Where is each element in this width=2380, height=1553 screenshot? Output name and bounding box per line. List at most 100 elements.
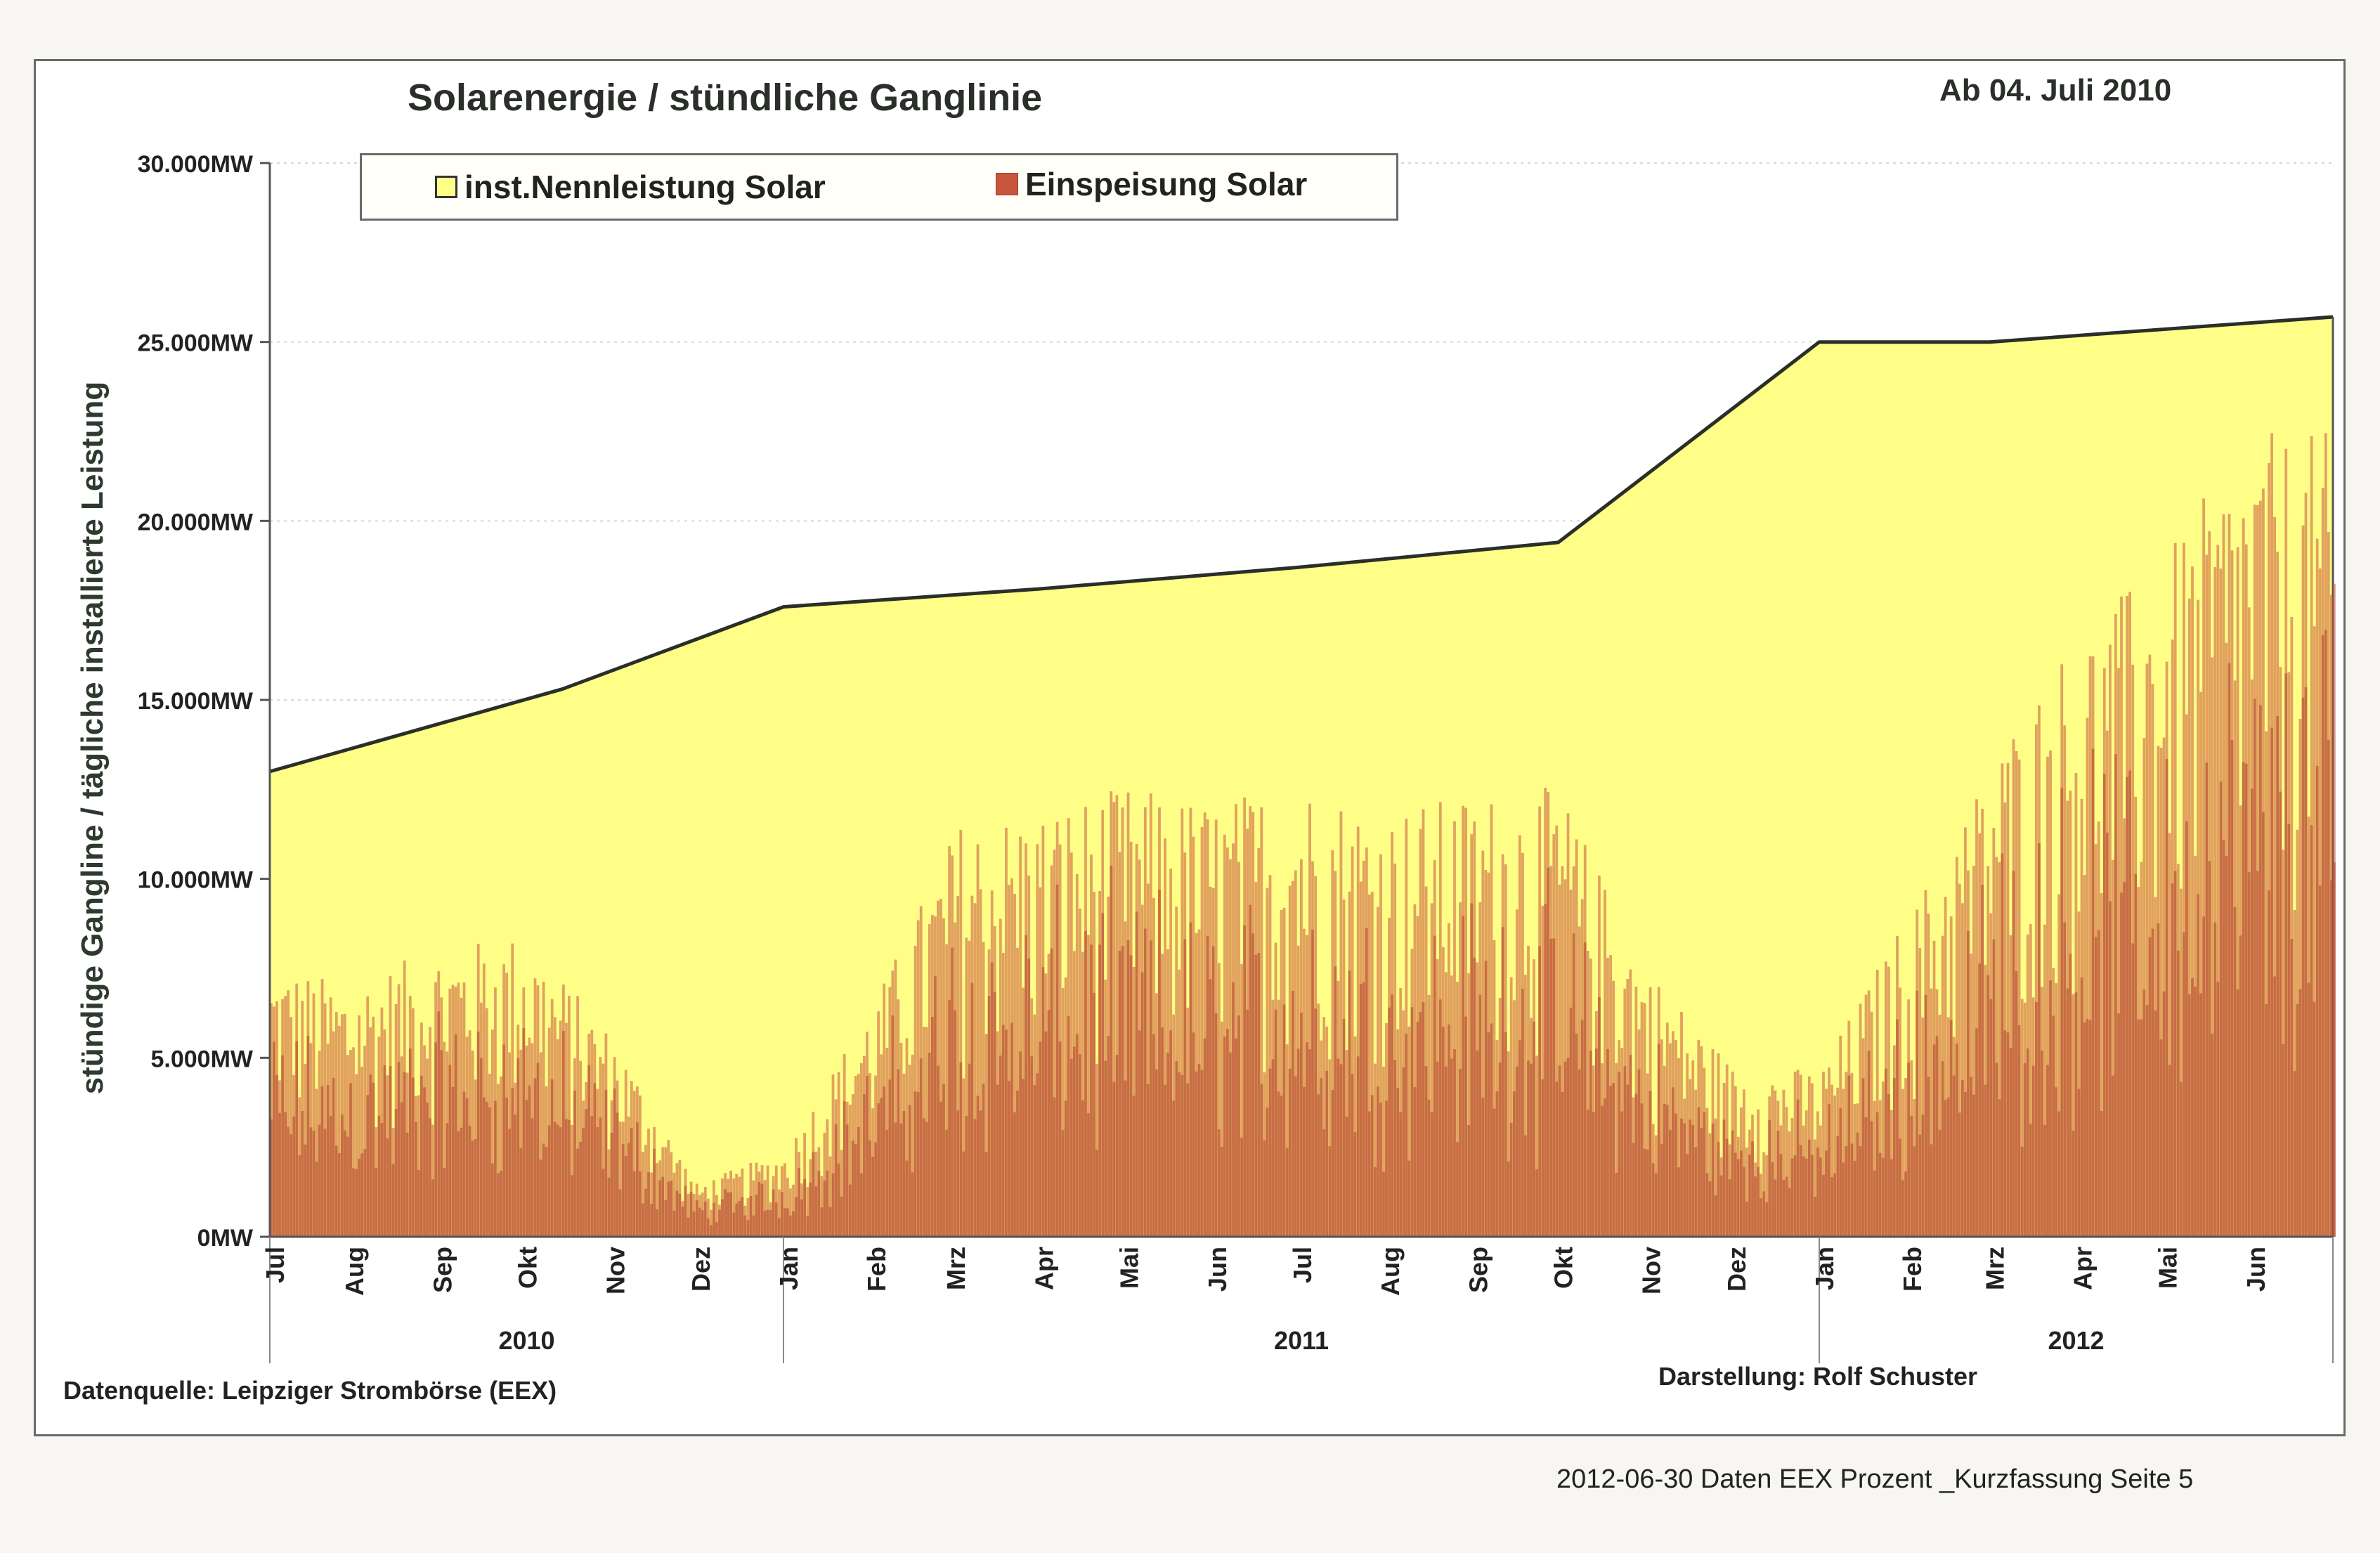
feedin-bar bbox=[1282, 1004, 1286, 1237]
feedin-bar bbox=[942, 1084, 945, 1237]
feedin-bar bbox=[1030, 1056, 1034, 1237]
feedin-bar bbox=[505, 1097, 508, 1237]
feedin-bar bbox=[2145, 1005, 2149, 1237]
feedin-bar bbox=[1975, 799, 1978, 1237]
feedin-bar bbox=[687, 1193, 690, 1237]
feedin-bar bbox=[658, 1180, 662, 1237]
feedin-bar bbox=[962, 1151, 965, 1237]
feedin-bar bbox=[562, 1031, 565, 1237]
feedin-bar bbox=[639, 1096, 642, 1237]
feedin-bar bbox=[1825, 1150, 1828, 1237]
feedin-bar bbox=[278, 1112, 281, 1237]
feedin-bar bbox=[576, 1148, 579, 1237]
feedin-bar bbox=[718, 1209, 721, 1237]
feedin-bar bbox=[939, 898, 942, 1237]
feedin-bar bbox=[1609, 1086, 1612, 1237]
feedin-bar bbox=[2239, 935, 2242, 1237]
feedin-bar bbox=[624, 1155, 627, 1237]
feedin-bar bbox=[1303, 928, 1306, 1237]
feedin-bar bbox=[471, 1141, 474, 1237]
feedin-bar bbox=[1473, 957, 1476, 1237]
x-year-label: 2010 bbox=[498, 1326, 554, 1355]
feedin-bar bbox=[1972, 1094, 1975, 1237]
feedin-bar bbox=[1115, 795, 1119, 1237]
feedin-bar bbox=[2094, 937, 2098, 1237]
feedin-bar bbox=[1356, 826, 1360, 1237]
feedin-bar bbox=[937, 1065, 939, 1237]
feedin-bar bbox=[1765, 1155, 1769, 1237]
feedin-bar bbox=[2088, 1020, 2092, 1237]
feedin-bar bbox=[1893, 1078, 1896, 1237]
feedin-bar bbox=[1807, 1139, 1811, 1237]
feedin-bar bbox=[2083, 1022, 2086, 1237]
feedin-bar bbox=[1524, 975, 1527, 1237]
feedin-bar bbox=[1796, 1099, 1800, 1237]
feedin-bar bbox=[582, 1128, 585, 1237]
feedin-bar bbox=[1788, 1131, 1791, 1237]
feedin-bar bbox=[1535, 1055, 1538, 1237]
feedin-bar bbox=[1930, 988, 1933, 1237]
feedin-bar bbox=[2222, 840, 2225, 1237]
feedin-bar bbox=[2279, 791, 2282, 1237]
feedin-bar bbox=[2321, 635, 2324, 1237]
x-tick-label: Jul bbox=[1288, 1247, 1317, 1283]
feedin-bar bbox=[1453, 821, 1456, 1237]
source-note: Datenquelle: Leipziger Strombörse (EEX) bbox=[63, 1376, 557, 1405]
feedin-bar bbox=[738, 1200, 741, 1237]
feedin-bar bbox=[1814, 1197, 1816, 1237]
feedin-bar bbox=[760, 1183, 764, 1237]
feedin-bar bbox=[1634, 1093, 1638, 1237]
feedin-bar bbox=[1149, 940, 1152, 1237]
feedin-bar bbox=[349, 1083, 352, 1237]
feedin-bar bbox=[2282, 850, 2285, 1237]
feedin-bar bbox=[2205, 762, 2209, 1237]
feedin-bar bbox=[2284, 673, 2288, 1237]
feedin-bar bbox=[1200, 826, 1204, 1237]
feedin-bar bbox=[860, 1063, 863, 1237]
feedin-bar bbox=[729, 1192, 732, 1237]
x-tick-label: Jul bbox=[261, 1247, 290, 1283]
feedin-bar bbox=[1433, 935, 1436, 1237]
feedin-bar bbox=[777, 1218, 781, 1237]
feedin-bar bbox=[812, 1152, 815, 1237]
feedin-bar bbox=[2247, 872, 2251, 1237]
feedin-bar bbox=[2077, 1089, 2081, 1237]
feedin-bar bbox=[1294, 870, 1297, 1237]
feedin-bar bbox=[1989, 999, 1993, 1237]
feedin-bar bbox=[710, 1209, 713, 1237]
feedin-bar bbox=[454, 1034, 457, 1237]
feedin-bar bbox=[1367, 1111, 1371, 1237]
feedin-bar bbox=[1719, 1175, 1723, 1237]
feedin-bar bbox=[568, 1119, 571, 1237]
feedin-bar bbox=[1762, 1191, 1766, 1237]
feedin-bar bbox=[2157, 923, 2160, 1237]
feedin-bar bbox=[502, 1044, 505, 1237]
feedin-bar bbox=[1918, 948, 1922, 1237]
feedin-bar bbox=[1005, 1029, 1008, 1237]
feedin-bar bbox=[1107, 1036, 1110, 1237]
feedin-bar bbox=[460, 1127, 463, 1237]
feedin-bar bbox=[1927, 1077, 1930, 1237]
feedin-bar bbox=[1816, 1148, 1819, 1237]
feedin-bar bbox=[590, 1116, 594, 1237]
feedin-bar bbox=[360, 1153, 363, 1237]
feedin-bar bbox=[809, 1182, 812, 1237]
feedin-bar bbox=[332, 1078, 335, 1237]
feedin-bar bbox=[1745, 1148, 1748, 1237]
feedin-bar bbox=[358, 1158, 360, 1237]
x-tick-label: Aug bbox=[340, 1247, 369, 1296]
feedin-bar bbox=[1095, 1150, 1098, 1237]
feedin-bar bbox=[1725, 1138, 1729, 1237]
feedin-bar bbox=[823, 1180, 826, 1237]
feedin-bar bbox=[2114, 754, 2117, 1237]
feedin-bar bbox=[1970, 1077, 1972, 1237]
feedin-bar bbox=[573, 1091, 576, 1237]
feedin-bar bbox=[1615, 1063, 1618, 1237]
feedin-bar bbox=[919, 1058, 923, 1237]
feedin-bar bbox=[616, 1112, 619, 1237]
feedin-bar bbox=[1033, 1085, 1036, 1237]
feedin-bar bbox=[2154, 1010, 2157, 1237]
feedin-bar bbox=[763, 1180, 767, 1237]
feedin-bar bbox=[1672, 1087, 1675, 1237]
feedin-bar bbox=[380, 1123, 384, 1237]
